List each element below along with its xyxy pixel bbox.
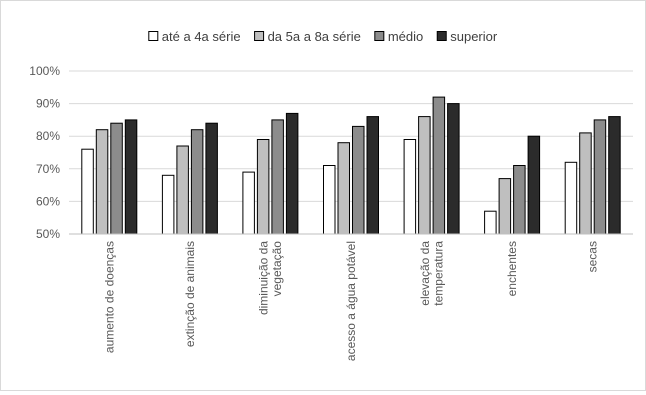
legend: até a 4a série da 5a a 8a série médio super… — [148, 29, 498, 44]
y-tick-label: 50% — [36, 227, 60, 241]
bar — [432, 96, 446, 235]
legend-item: da 5a a 8a série — [254, 29, 361, 44]
y-tick-label: 90% — [36, 97, 60, 111]
y-tick-label: 60% — [36, 194, 60, 208]
x-tick-label: enchentes — [505, 241, 519, 296]
bar — [352, 125, 365, 235]
legend-swatch — [436, 31, 447, 41]
bar — [447, 103, 460, 235]
bar — [161, 174, 175, 235]
bar — [593, 119, 607, 235]
x-tick-label: aumento de doenças — [102, 241, 116, 353]
bar — [513, 165, 526, 235]
x-tick-label: secas — [586, 241, 600, 272]
legend-label: até a 4a série — [162, 29, 241, 44]
bar — [403, 139, 417, 235]
x-tick-label-line: diminuição da — [257, 241, 271, 315]
bars — [81, 96, 621, 235]
x-tick-label-line: extinção de animais — [183, 241, 197, 347]
bar — [81, 148, 94, 235]
legend-label: superior — [450, 29, 498, 44]
bar — [579, 132, 592, 235]
legend-item: médio — [374, 29, 423, 44]
gridlines — [69, 70, 633, 202]
x-tick-label: acesso a água potável — [344, 241, 358, 361]
x-tick-label-line: secas — [586, 241, 600, 272]
bar — [498, 178, 512, 235]
legend-swatch — [254, 31, 265, 41]
bar — [337, 142, 350, 235]
bar — [366, 116, 379, 235]
y-axis-ticks: 50% 60% 70% 80% 90% 100% — [29, 64, 60, 241]
x-tick-label-line: acesso a água potável — [344, 241, 358, 361]
bar — [608, 116, 621, 235]
x-tick-label-line: elevação da — [418, 241, 432, 306]
x-tick-label: extinção de animais — [183, 241, 197, 347]
bar — [323, 165, 336, 235]
bar — [205, 122, 218, 235]
bar — [285, 112, 299, 235]
bar — [110, 122, 123, 235]
y-tick-label: 80% — [36, 129, 60, 143]
x-tick-label-line: aumento de doenças — [102, 241, 116, 353]
bar — [256, 139, 270, 235]
bar — [271, 119, 284, 235]
bar — [484, 210, 497, 235]
y-tick-label: 100% — [29, 64, 60, 78]
legend-swatch — [148, 31, 159, 41]
legend-item: superior — [436, 29, 498, 44]
bar — [190, 129, 204, 235]
bar — [564, 161, 578, 235]
bar — [527, 135, 541, 235]
x-tick-label: elevação da temperatura — [418, 241, 446, 306]
legend-item: até a 4a série — [148, 29, 241, 44]
bar — [242, 171, 255, 235]
bar — [418, 116, 431, 235]
legend-label: médio — [388, 29, 423, 44]
legend-swatch — [374, 31, 385, 41]
bar — [124, 119, 138, 235]
bar — [95, 129, 109, 235]
bar — [176, 145, 189, 235]
x-tick-label-line: vegetação — [270, 241, 284, 297]
x-tick-label: diminuição da vegetação — [257, 241, 285, 315]
x-tick-label-line: enchentes — [505, 241, 519, 296]
x-tick-label-line: temperatura — [431, 241, 445, 306]
x-axis-labels: aumento de doenças extinção de animais dim… — [102, 241, 599, 361]
legend-label: da 5a a 8a série — [268, 29, 361, 44]
y-tick-label: 70% — [36, 162, 60, 176]
